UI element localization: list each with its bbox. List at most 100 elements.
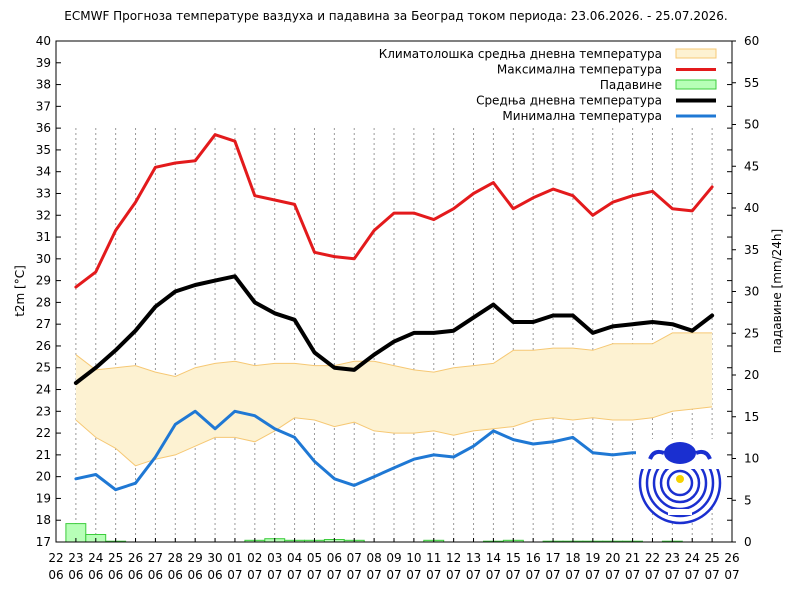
y-tick-label: 38 xyxy=(36,78,51,92)
y2-tick-label: 40 xyxy=(744,201,759,215)
y-tick-label: 35 xyxy=(36,143,51,157)
x-tick-day: 12 xyxy=(446,551,461,565)
x-tick-month: 07 xyxy=(545,568,560,582)
climate-band-layer xyxy=(75,332,713,467)
series-line xyxy=(74,409,714,492)
x-tick-day: 17 xyxy=(545,551,560,565)
x-tick-month: 06 xyxy=(108,568,123,582)
axes: 17 18 19 20 21 22 23 24 25 26 27 28 29 30 31 32 33 34 35 36… xyxy=(36,34,760,582)
chart-title: ECMWF Прогноза температуре ваздуха и пад… xyxy=(64,9,727,23)
x-tick-day: 18 xyxy=(565,551,580,565)
y2-axis-label: падавине [mm/24h] xyxy=(770,229,784,353)
x-tick-day: 03 xyxy=(267,551,282,565)
x-tick-day: 05 xyxy=(307,551,322,565)
y2-tick-label: 15 xyxy=(744,410,759,424)
x-tick-day: 24 xyxy=(88,551,103,565)
legend-label: Падавине xyxy=(600,78,662,92)
x-tick-month: 07 xyxy=(227,568,242,582)
x-tick-month: 07 xyxy=(406,568,421,582)
x-tick-day: 20 xyxy=(605,551,620,565)
y2-tick-label: 5 xyxy=(744,493,752,507)
x-tick-day: 22 xyxy=(48,551,63,565)
x-tick-month: 06 xyxy=(188,568,203,582)
x-tick-day: 23 xyxy=(68,551,83,565)
y-tick-label: 18 xyxy=(36,513,51,527)
legend-swatch xyxy=(675,48,717,59)
y-tick-label: 20 xyxy=(36,470,51,484)
x-tick-day: 25 xyxy=(704,551,719,565)
x-tick-month: 07 xyxy=(247,568,262,582)
x-tick-day: 08 xyxy=(366,551,381,565)
x-tick-day: 01 xyxy=(227,551,242,565)
x-tick-month: 07 xyxy=(386,568,401,582)
y-tick-label: 39 xyxy=(36,56,51,70)
series-line xyxy=(73,274,715,385)
y-tick-label: 34 xyxy=(36,165,51,179)
x-tick-day: 06 xyxy=(327,551,342,565)
x-tick-day: 22 xyxy=(645,551,660,565)
x-tick-month: 06 xyxy=(68,568,83,582)
x-tick-day: 25 xyxy=(108,551,123,565)
x-tick-month: 06 xyxy=(207,568,222,582)
x-tick-day: 26 xyxy=(128,551,143,565)
y-axis-label: t2m [°C] xyxy=(13,265,27,317)
y-tick-label: 31 xyxy=(36,230,51,244)
x-tick-day: 29 xyxy=(188,551,203,565)
x-tick-day: 04 xyxy=(287,551,302,565)
x-tick-month: 07 xyxy=(446,568,461,582)
y2-tick-label: 20 xyxy=(744,368,759,382)
y-tick-label: 25 xyxy=(36,361,51,375)
x-tick-month: 07 xyxy=(565,568,580,582)
x-tick-month: 07 xyxy=(665,568,680,582)
x-tick-month: 07 xyxy=(347,568,362,582)
y-tick-label: 30 xyxy=(36,252,51,266)
x-tick-month: 07 xyxy=(605,568,620,582)
legend-label: Максимална температура xyxy=(497,63,662,77)
x-tick-day: 21 xyxy=(625,551,640,565)
y2-tick-label: 45 xyxy=(744,159,759,173)
y2-tick-label: 35 xyxy=(744,243,759,257)
legend: Климатолошка средња дневна температура Ма… xyxy=(379,47,717,123)
x-tick-month: 07 xyxy=(307,568,322,582)
y-tick-label: 32 xyxy=(36,208,51,222)
x-tick-month: 07 xyxy=(327,568,342,582)
legend-label: Средња дневна температура xyxy=(476,94,662,108)
y2-tick-label: 25 xyxy=(744,326,759,340)
x-tick-month: 06 xyxy=(128,568,143,582)
rhmz-logo xyxy=(636,439,724,525)
x-tick-month: 06 xyxy=(48,568,63,582)
climate-band-upper xyxy=(75,332,713,378)
y2-tick-label: 30 xyxy=(744,285,759,299)
y-tick-label: 29 xyxy=(36,274,51,288)
grid-layer xyxy=(75,128,713,542)
y2-tick-label: 0 xyxy=(744,535,752,549)
x-tick-month: 07 xyxy=(506,568,521,582)
x-tick-month: 07 xyxy=(287,568,302,582)
x-tick-day: 23 xyxy=(665,551,680,565)
x-tick-month: 06 xyxy=(88,568,103,582)
x-tick-month: 07 xyxy=(585,568,600,582)
x-tick-day: 24 xyxy=(685,551,700,565)
y-tick-label: 21 xyxy=(36,448,51,462)
x-tick-day: 28 xyxy=(168,551,183,565)
x-tick-day: 19 xyxy=(585,551,600,565)
legend-label: Климатолошка средња дневна температура xyxy=(379,47,662,61)
x-tick-month: 07 xyxy=(366,568,381,582)
legend-swatch xyxy=(675,79,717,90)
climate-band xyxy=(75,332,713,466)
x-tick-day: 10 xyxy=(406,551,421,565)
series-lines xyxy=(73,133,715,492)
x-tick-day: 02 xyxy=(247,551,262,565)
y-tick-label: 17 xyxy=(36,535,51,549)
y2-tick-label: 55 xyxy=(744,76,759,90)
climate-band-lower xyxy=(75,406,713,467)
x-tick-day: 11 xyxy=(426,551,441,565)
x-tick-month: 07 xyxy=(685,568,700,582)
y-tick-label: 27 xyxy=(36,317,51,331)
x-tick-month: 07 xyxy=(704,568,719,582)
x-tick-month: 07 xyxy=(724,568,739,582)
y2-tick-label: 50 xyxy=(744,118,759,132)
x-tick-day: 07 xyxy=(347,551,362,565)
x-tick-month: 07 xyxy=(466,568,481,582)
